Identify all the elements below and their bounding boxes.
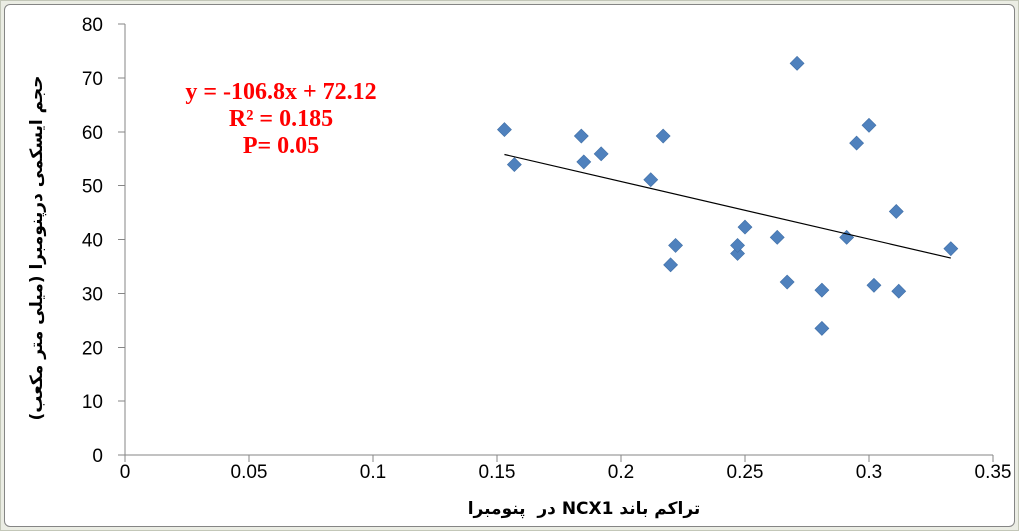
trendline — [504, 153, 951, 259]
data-point — [861, 117, 877, 133]
y-axis-title: حجم ایسکمی درپنومبرا (میلی متر مکعب) — [27, 75, 47, 421]
data-point — [643, 172, 659, 188]
data-point — [663, 257, 679, 273]
data-point — [814, 282, 830, 298]
data-points — [497, 55, 959, 336]
y-tick-label: 0 — [92, 446, 103, 467]
data-point — [769, 229, 785, 245]
y-axis: 0 10 20 30 40 50 60 70 80 — [82, 15, 126, 467]
data-point — [943, 241, 959, 257]
data-point — [888, 204, 904, 219]
y-tick-label: 50 — [82, 177, 103, 198]
data-point — [866, 277, 882, 293]
x-tick-label: 0.15 — [479, 462, 516, 483]
data-point — [655, 128, 671, 144]
x-tick-label: 0.05 — [231, 462, 268, 483]
y-tick-label: 10 — [82, 392, 103, 413]
y-tick-label: 80 — [82, 15, 103, 36]
r-squared-text: R² = 0.185 — [229, 106, 333, 132]
y-tick-label: 70 — [82, 69, 103, 90]
data-point — [506, 157, 522, 173]
p-value-text: P= 0.05 — [243, 133, 319, 159]
data-point — [668, 238, 683, 253]
data-point — [891, 283, 907, 299]
x-axis: 0 0.05 0.1 0.15 0.2 0.25 0.3 0.35 — [120, 454, 1012, 483]
x-tick-label: 0.25 — [727, 462, 764, 483]
data-point — [573, 128, 589, 144]
y-tick-label: 20 — [82, 338, 103, 359]
x-tick-label: 0.1 — [360, 462, 386, 483]
data-point — [497, 122, 512, 138]
data-point — [730, 238, 745, 253]
data-point — [779, 274, 795, 290]
data-point — [730, 246, 745, 261]
chart-area — [4, 4, 1015, 527]
y-tick-label: 30 — [82, 284, 103, 305]
x-tick-label: 0.3 — [856, 462, 882, 483]
data-point — [737, 219, 753, 235]
equation-annotation: y = -106.8x + 72.12 R² = 0.185 P= 0.05 — [185, 79, 376, 159]
trendline-layer — [504, 153, 951, 259]
x-tick-label: 0.35 — [975, 462, 1012, 483]
y-tick-label: 40 — [82, 231, 103, 252]
y-tick-label: 60 — [82, 123, 103, 144]
x-axis-title: تراکم باند NCX1 در پنومبرا — [467, 499, 701, 519]
x-tick-label: 0.2 — [608, 462, 634, 483]
x-tick-label: 0 — [120, 462, 131, 483]
equation-text: y = -106.8x + 72.12 — [185, 79, 376, 105]
data-point — [576, 154, 592, 170]
data-point — [593, 146, 609, 162]
data-point — [814, 320, 830, 336]
data-point — [849, 135, 865, 151]
data-point — [789, 55, 805, 71]
